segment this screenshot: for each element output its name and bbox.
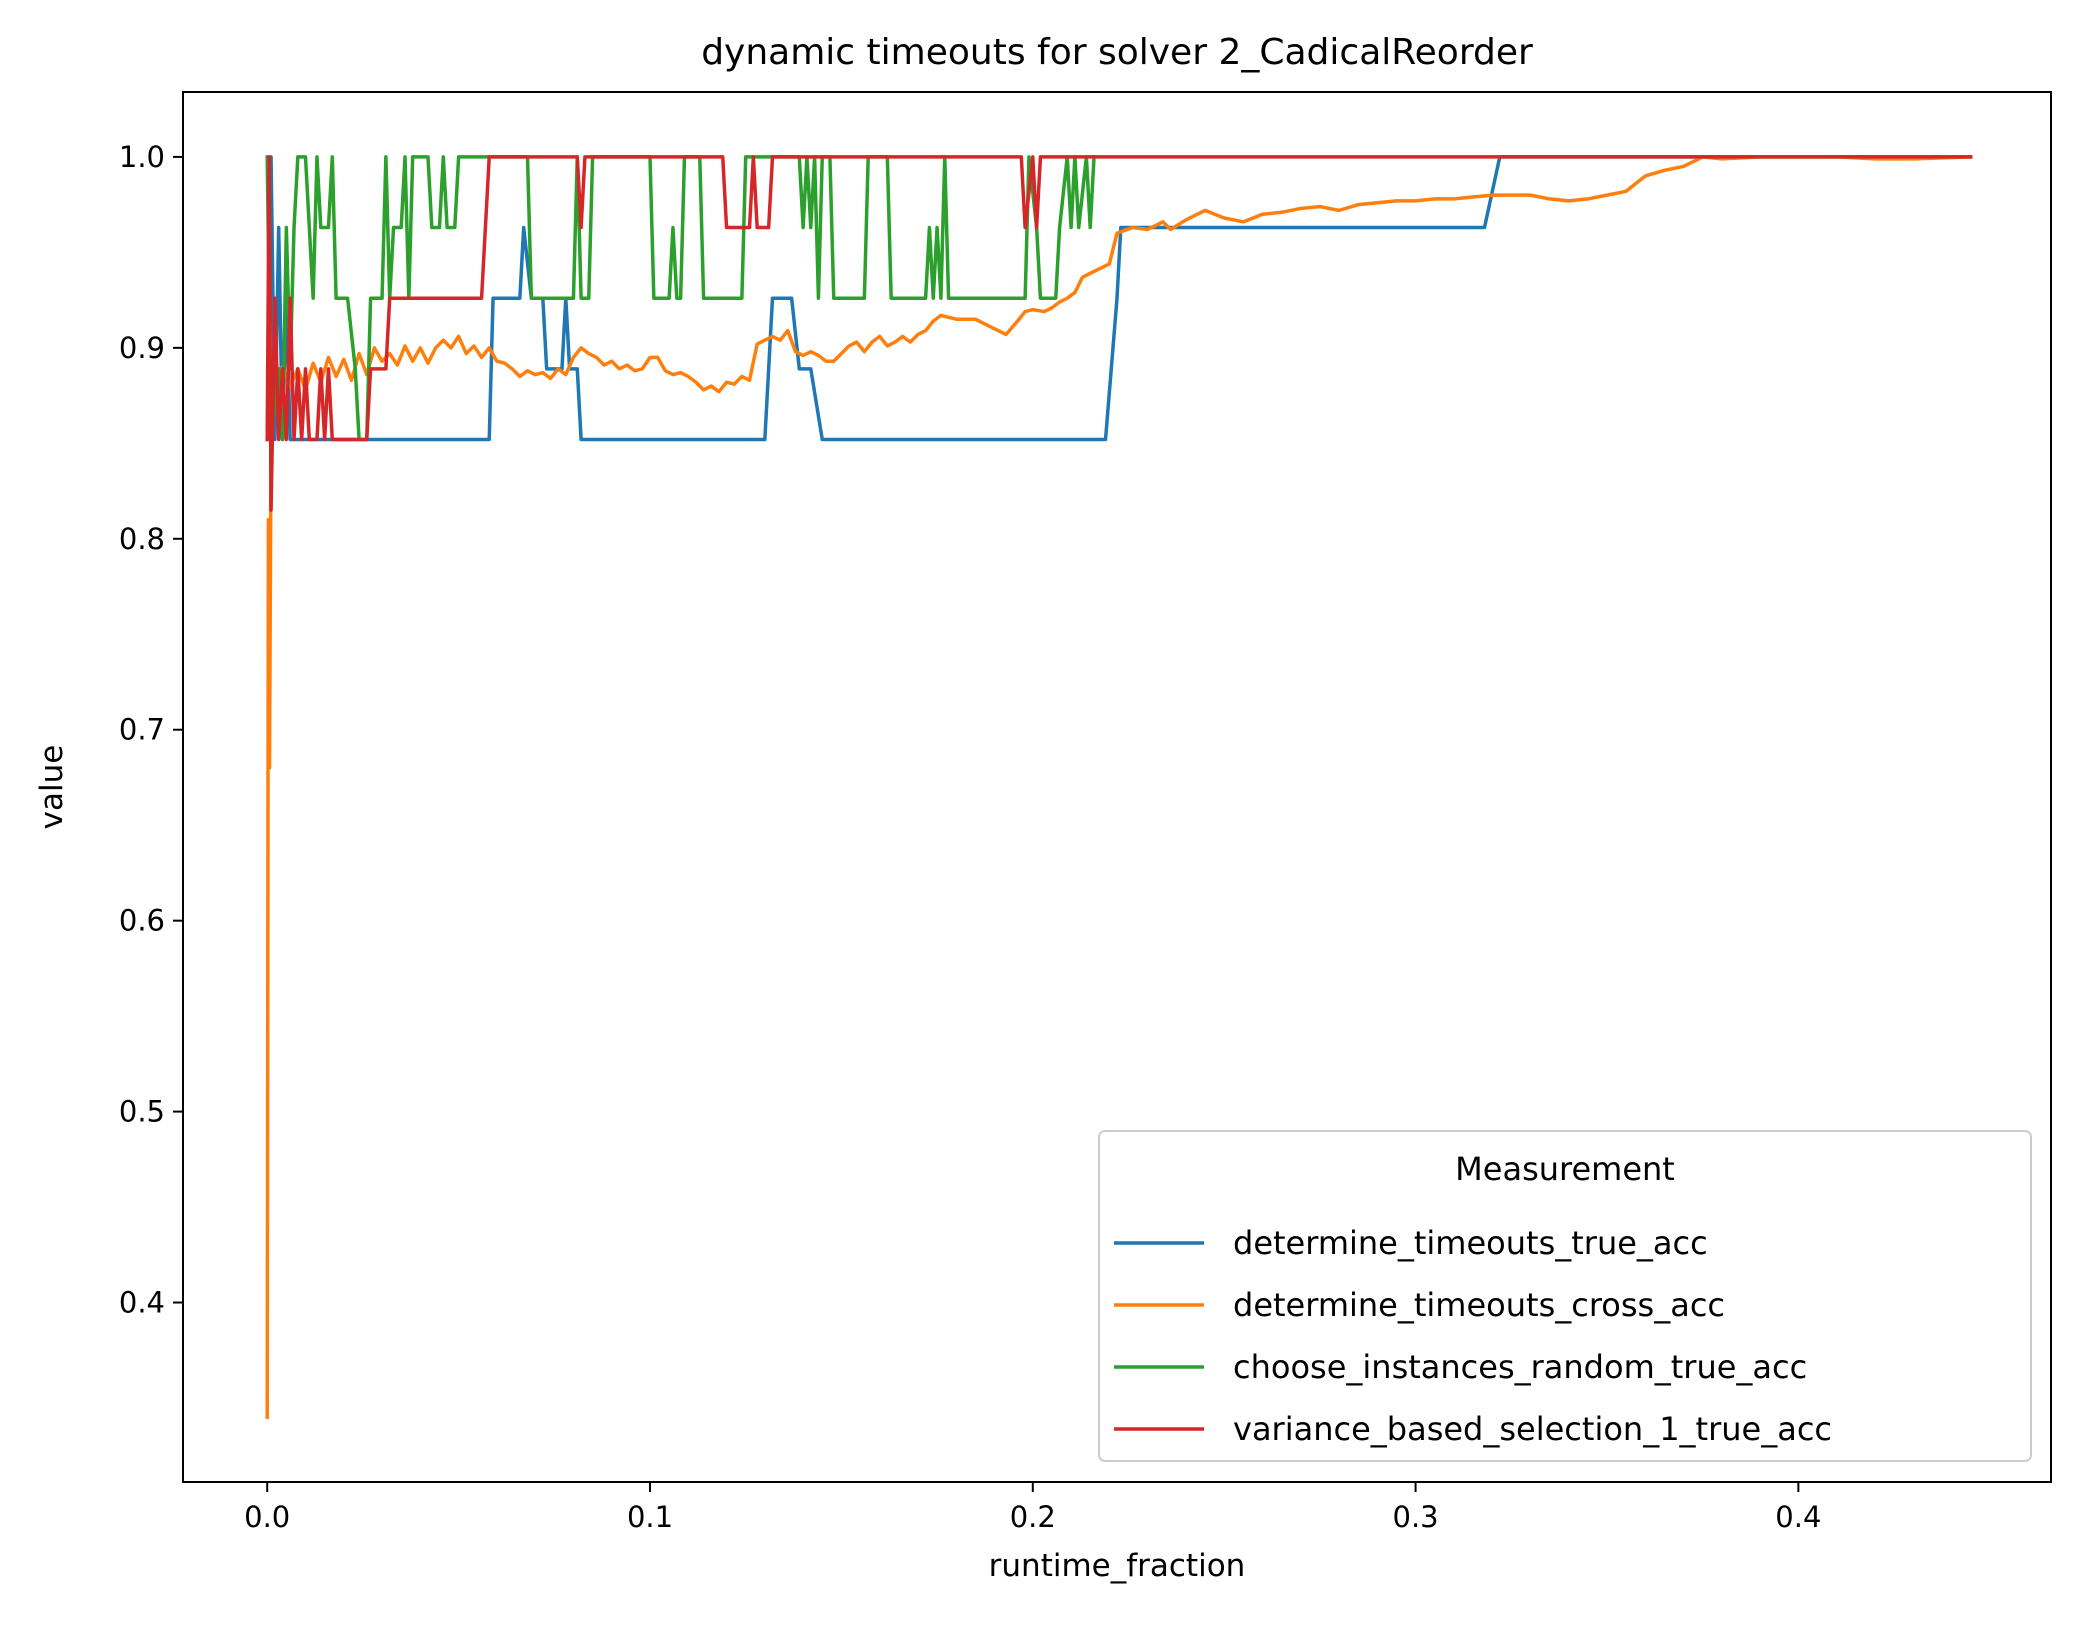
y-tick-label: 0.8 xyxy=(119,522,165,556)
series-line-4 xyxy=(265,155,1973,512)
y-tick-label: 0.4 xyxy=(119,1286,165,1320)
y-tick-label: 1.0 xyxy=(119,140,165,174)
x-tick-label: 0.3 xyxy=(1393,1500,1439,1534)
y-axis: 0.4 0.5 0.6 0.7 0.8 0.9 1.0 xyxy=(119,140,183,1320)
legend-entries: determine_timeouts_true_acc determine_tim… xyxy=(1114,1224,1832,1448)
chart-title: dynamic timeouts for solver 2_CadicalReo… xyxy=(701,32,1533,73)
legend-label: variance_based_selection_1_true_acc xyxy=(1233,1410,1832,1448)
y-axis-label: value xyxy=(34,745,70,830)
plot-area-frame xyxy=(182,91,2052,1483)
x-tick-label: 0.0 xyxy=(244,1500,290,1534)
y-tick-label: 0.6 xyxy=(119,904,165,938)
legend-title: Measurement xyxy=(1455,1150,1675,1188)
y-tick-label: 0.7 xyxy=(119,713,165,747)
y-tick-label: 0.9 xyxy=(119,331,165,365)
legend-box xyxy=(1098,1130,2032,1462)
x-axis: 0.0 0.1 0.2 0.3 0.4 xyxy=(244,1482,1821,1534)
x-axis-label: runtime_fraction xyxy=(989,1548,1246,1584)
series-line-2 xyxy=(265,155,1973,1419)
legend-label: determine_timeouts_cross_acc xyxy=(1233,1286,1725,1324)
series-line-3 xyxy=(265,155,1096,442)
legend: Measurement determine_timeouts_true_accd… xyxy=(1098,1130,2032,1462)
x-tick-label: 0.2 xyxy=(1010,1500,1056,1534)
legend-label: determine_timeouts_true_acc xyxy=(1233,1224,1708,1262)
legend-label: choose_instances_random_true_acc xyxy=(1233,1348,1807,1386)
x-tick-label: 0.4 xyxy=(1775,1500,1821,1534)
x-tick-label: 0.1 xyxy=(627,1500,673,1534)
y-tick-label: 0.5 xyxy=(119,1095,165,1129)
series-layer xyxy=(265,155,1973,1419)
